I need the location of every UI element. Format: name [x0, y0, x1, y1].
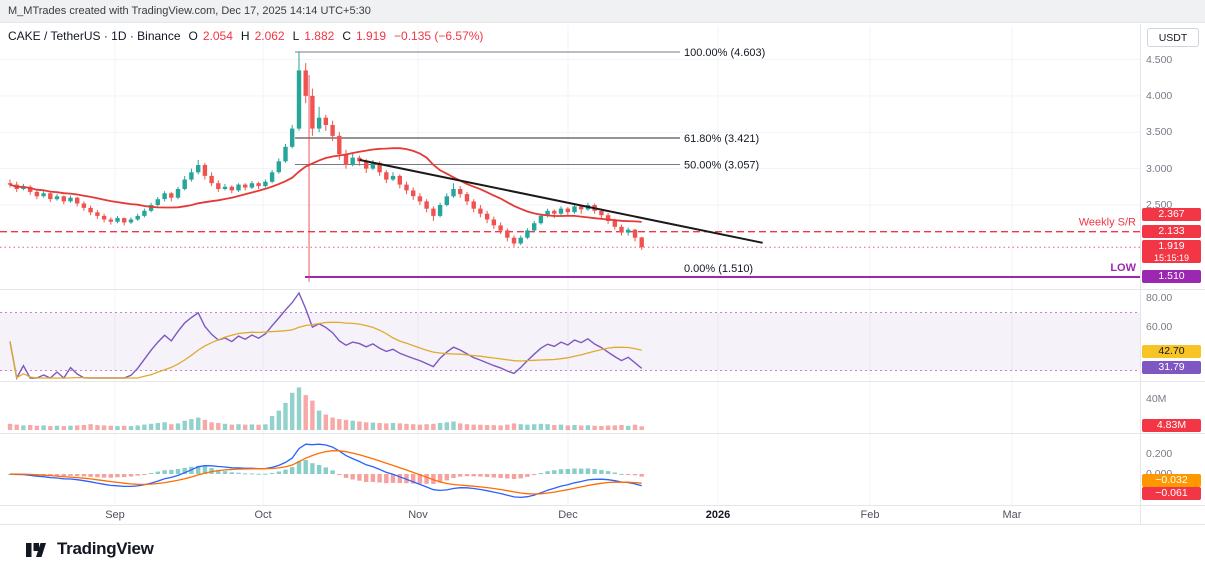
trendline	[359, 158, 763, 244]
svg-text:50.00% (3.057): 50.00% (3.057)	[684, 159, 759, 171]
price-axis-divider	[1140, 24, 1141, 524]
chart-bottom-divider	[0, 524, 1205, 525]
svg-text:61.80% (3.421): 61.80% (3.421)	[684, 133, 759, 145]
tradingview-logo-text: TradingView	[57, 539, 154, 558]
time-axis-label-sep: Sep	[105, 509, 125, 521]
time-axis-scale[interactable]: Sep Oct Nov Dec 2026 Feb Mar	[0, 505, 1205, 524]
close-label: C	[342, 29, 351, 43]
rsi-ma-badge: 42.70	[1142, 345, 1201, 359]
time-axis-label-dec: Dec	[558, 509, 578, 521]
price-tick-0: 4.500	[1146, 53, 1173, 66]
time-axis-label-feb: Feb	[860, 509, 880, 521]
macd-tick-0: 0.200	[1146, 448, 1173, 460]
rsi-tick-1: 60.00	[1146, 321, 1173, 333]
candles	[7, 52, 644, 250]
volume-value-badge: 4.83M	[1142, 419, 1201, 432]
time-axis-label-2026: 2026	[705, 509, 731, 521]
chart-canvas[interactable]: 100.00% (4.603) 61.80% (3.421) 50.00% (3.0…	[0, 0, 1140, 505]
volume-tick: 40M	[1146, 393, 1167, 405]
open-label: O	[188, 29, 198, 43]
price-tick-1: 4.000	[1146, 89, 1173, 102]
weekly-sr-price-badge: 2.133	[1142, 224, 1201, 238]
low-value: 1.882	[304, 29, 335, 43]
close-value: 1.919	[356, 29, 387, 43]
time-axis-divider	[0, 505, 1205, 506]
time-axis-label-mar: Mar	[1002, 509, 1022, 521]
open-value: 2.054	[202, 29, 233, 43]
tradingview-logo[interactable]: TradingView	[26, 539, 154, 559]
rsi-ma-line	[9, 321, 642, 379]
rsi-value-badge: 31.79	[1142, 360, 1201, 374]
high-label: H	[240, 29, 250, 43]
volume-bars	[7, 387, 644, 431]
high-value: 2.062	[254, 29, 285, 43]
attribution-bar: M_MTrades created with TradingView.com, …	[0, 0, 1205, 22]
time-axis-label-nov: Nov	[408, 509, 428, 521]
topbar-divider	[0, 22, 1205, 23]
macd-value-badge: −0.061	[1142, 487, 1201, 500]
panel-divider-volume[interactable]	[0, 381, 1205, 382]
last-price-badge: 1.919 15:15:19	[1142, 240, 1201, 264]
panel-divider-rsi[interactable]	[0, 289, 1205, 290]
symbol-title[interactable]: CAKE / TetherUS · 1D · Binance	[8, 29, 181, 43]
low-label: L	[292, 29, 300, 43]
currency-toggle-button[interactable]: USDT	[1147, 28, 1199, 47]
fib-low-price-badge: 1.510	[1142, 270, 1201, 283]
low-label: LOW	[1110, 262, 1136, 274]
ma-price-badge: 2.367	[1142, 207, 1201, 221]
weekly-sr-label: Weekly S/R	[1079, 217, 1136, 229]
price-tick-3: 3.000	[1146, 162, 1173, 175]
price-tick-2: 3.500	[1146, 126, 1173, 139]
rsi-tick-0: 80.00	[1146, 292, 1173, 304]
macd-signal-line	[9, 450, 642, 495]
attribution-text: M_MTrades created with TradingView.com, …	[8, 5, 371, 17]
panel-divider-macd[interactable]	[0, 433, 1205, 434]
price-axis-scale[interactable]: 4.500 4.000 3.500 3.000 2.500 2.367 2.133 1.919…	[1140, 0, 1205, 524]
macd-signal-badge: −0.032	[1142, 474, 1201, 487]
change-value: −0.135 (−6.57%)	[394, 29, 484, 43]
rsi-band	[0, 312, 1140, 371]
time-axis-label-oct: Oct	[254, 509, 272, 521]
svg-text:100.00% (4.603): 100.00% (4.603)	[684, 47, 765, 59]
tradingview-logo-icon	[26, 543, 46, 557]
ma-line	[9, 147, 642, 223]
svg-text:0.00% (1.510): 0.00% (1.510)	[684, 263, 753, 275]
macd-histogram	[7, 460, 644, 484]
